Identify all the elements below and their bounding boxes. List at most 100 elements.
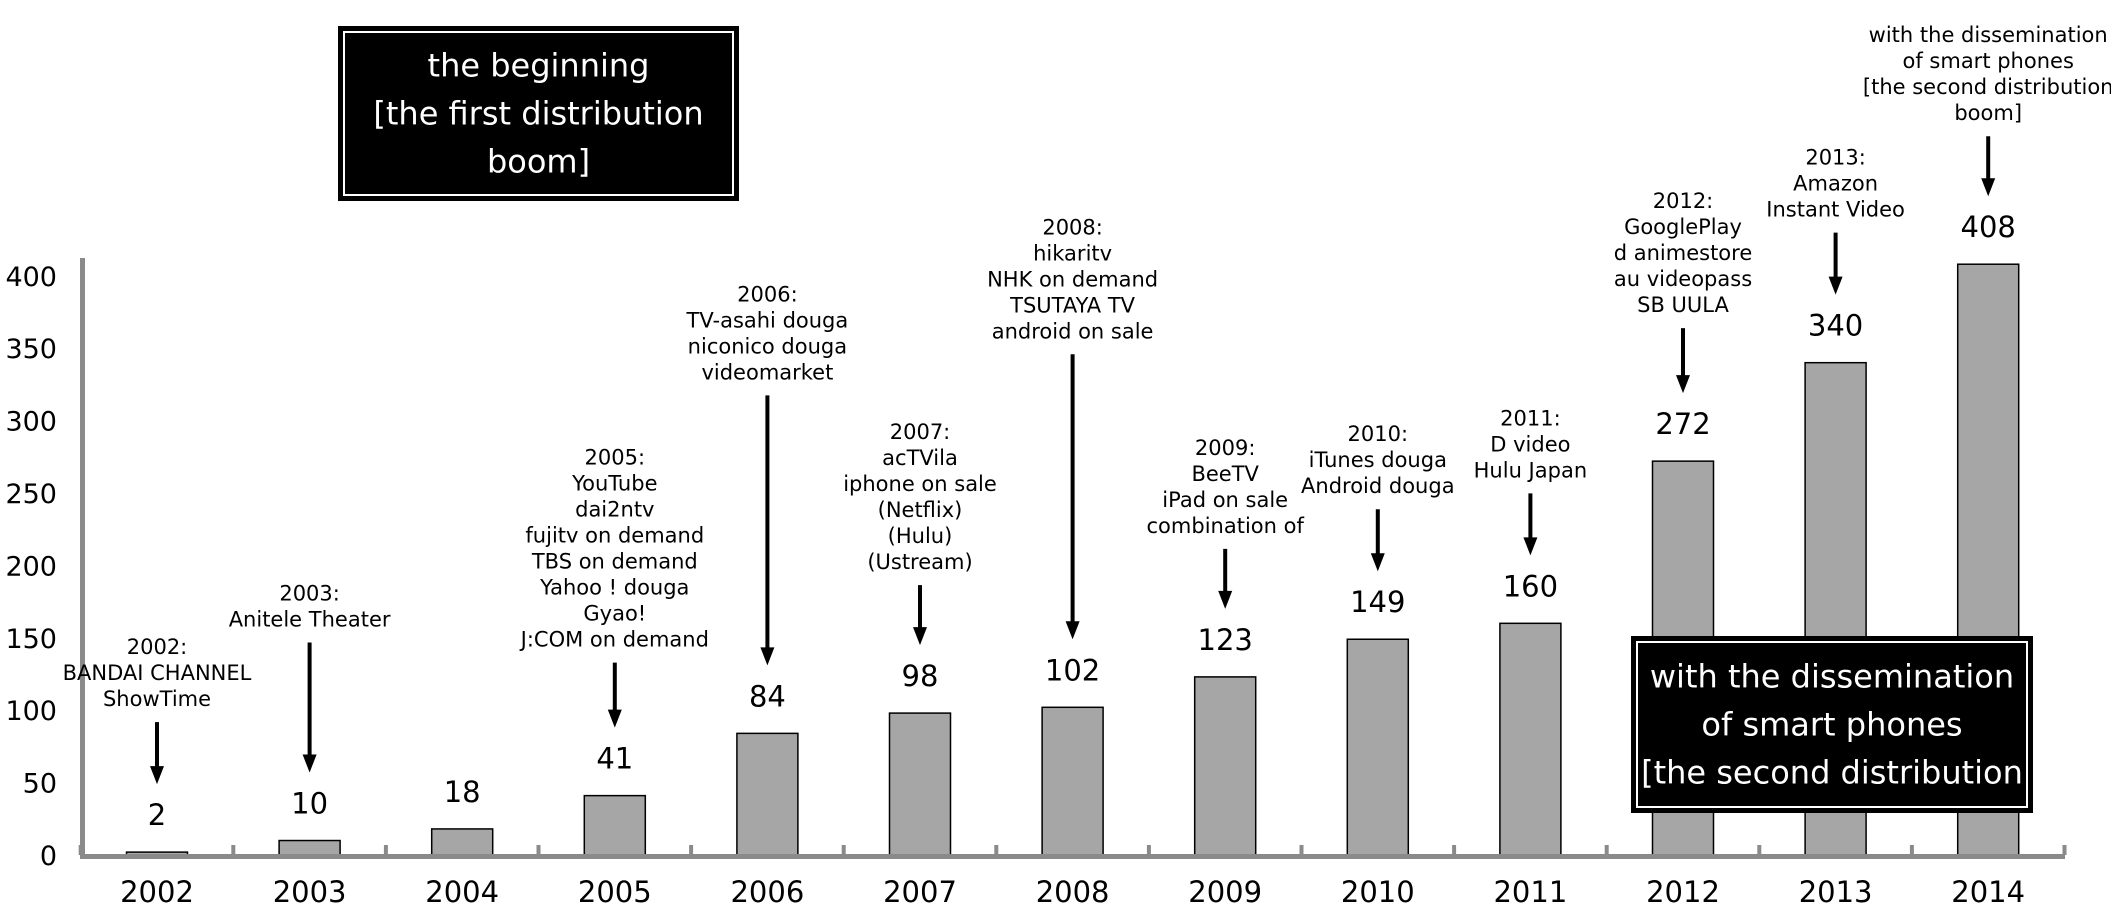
x-tick-label: 2011: [1493, 875, 1567, 909]
data-label: 10: [291, 787, 328, 821]
annotation-text: iphone on sale: [843, 472, 997, 496]
axes-group: [78, 258, 2067, 859]
annotation-text: 2008:: [1042, 215, 1103, 239]
annotation-text: 2010:: [1348, 422, 1409, 446]
bar-2007: [888, 712, 952, 856]
x-tick-mark: [1299, 845, 1304, 855]
data-label: 2: [148, 798, 166, 832]
annotation-text: of smart phones: [1903, 49, 2074, 73]
annotation-text: iTunes douga: [1309, 448, 1447, 472]
annotation-text: 2002:: [127, 635, 188, 659]
x-tick-mark: [1452, 845, 1457, 855]
annotation-text: (Hulu): [888, 524, 953, 548]
bar-2008: [1041, 706, 1104, 856]
bar-2004: [430, 828, 494, 856]
annotation-arrowhead: [760, 647, 775, 666]
bar-2009: [1193, 676, 1257, 856]
annotation-text: au videopass: [1614, 267, 1752, 291]
annotation-text: 2009:: [1195, 436, 1256, 460]
callout-box: [338, 26, 739, 201]
annotation-text: Amazon: [1793, 172, 1878, 196]
x-tick-label: 2003: [273, 875, 347, 909]
annotation-text: BANDAI CHANNEL: [63, 661, 252, 685]
callout-text: [the first distribution: [373, 95, 703, 133]
data-label: 102: [1045, 653, 1100, 687]
callout-text: with the dissemination: [1650, 658, 2014, 696]
x-tick-mark: [1146, 845, 1151, 855]
x-tick-mark: [2062, 845, 2067, 855]
bar-2003: [278, 839, 341, 856]
y-tick-label: 400: [5, 262, 57, 293]
annotation-text: 2011:: [1500, 406, 1561, 430]
annotation-arrowhead: [1981, 178, 1996, 197]
annotation-text: iPad on sale: [1162, 488, 1288, 512]
x-tick-label: 2009: [1188, 875, 1262, 909]
callout-box-border: [343, 31, 734, 196]
x-tick-mark: [231, 845, 236, 855]
annotation-text: d animestore: [1614, 241, 1753, 265]
annotation-text: 2013:: [1805, 146, 1866, 170]
data-label: 18: [444, 775, 481, 809]
annotation-text: TV-asahi douga: [686, 308, 849, 332]
x-tick-mark: [78, 845, 83, 855]
annotation-text: 2006:: [737, 282, 798, 306]
annotation-text: NHK on demand: [987, 267, 1158, 291]
data-label: 408: [1961, 210, 2016, 244]
annotation-arrowhead: [913, 627, 927, 646]
callout-text: of smart phones: [1701, 706, 1962, 744]
x-tick-label: 2007: [883, 875, 957, 909]
y-tick-label: 150: [5, 624, 57, 655]
annotation-text: Gyao!: [583, 602, 646, 626]
y-tick-label: 50: [23, 769, 57, 800]
annotation-text: hikaritv: [1033, 241, 1112, 265]
annotation-text: TSUTAYA TV: [1009, 293, 1136, 317]
annotation-arrowhead: [1370, 553, 1385, 572]
bar-2006: [736, 732, 799, 856]
callout-box-border: [1636, 641, 2028, 808]
annotation-arrowhead: [150, 766, 164, 785]
annotation-text: (Netflix): [878, 498, 963, 522]
x-tick-label: 2002: [120, 875, 194, 909]
x-tick-label: 2012: [1646, 875, 1720, 909]
bar-2010: [1346, 638, 1410, 856]
annotation-text: D video: [1490, 432, 1570, 456]
callout-text: [the second distribution: [1641, 754, 2023, 792]
annotation-text: dai2ntv: [575, 498, 654, 522]
x-tick-label: 2004: [425, 875, 499, 909]
y-tick-label: 350: [5, 334, 57, 365]
data-label: 98: [902, 659, 939, 693]
callout-text: boom]: [487, 143, 590, 181]
annotation-text: J:COM on demand: [519, 628, 709, 652]
y-tick-label: 0: [40, 841, 57, 872]
x-tick-label: 2014: [1951, 875, 2025, 909]
y-tick-label: 300: [5, 407, 57, 438]
bar-2011: [1499, 622, 1562, 856]
annotation-text: boom]: [1954, 101, 2022, 125]
boxes-group: the beginning [the first distribution boom…: [338, 26, 2033, 813]
annotation-text: Hulu Japan: [1474, 458, 1588, 482]
data-label: 41: [596, 742, 633, 776]
annotation-text: Yahoo ! douga: [539, 576, 689, 600]
annotation-arrowhead: [1828, 276, 1843, 295]
y-tick-label: 100: [5, 696, 57, 727]
data-label: 123: [1198, 623, 1253, 657]
x-tick-label: 2005: [578, 875, 652, 909]
x-tick-mark: [994, 845, 999, 855]
x-axis-line: [80, 854, 2065, 859]
y-tick-label: 250: [5, 479, 57, 510]
annotation-arrowhead: [1523, 537, 1538, 556]
x-tick-mark: [841, 845, 846, 855]
x-tick-label: 2006: [730, 875, 804, 909]
annotation-arrowhead: [1065, 621, 1080, 640]
x-tick-mark: [689, 845, 694, 855]
x-tick-mark: [1604, 845, 1609, 855]
annotation-arrowhead: [1676, 375, 1690, 394]
bar-2005: [583, 794, 647, 856]
annotation-text: Instant Video: [1766, 198, 1905, 222]
annotation-text: 2012:: [1653, 189, 1714, 213]
annotation-text: BeeTV: [1191, 462, 1259, 486]
data-label: 149: [1350, 585, 1405, 619]
x-tick-label: 2008: [1036, 875, 1110, 909]
annotation-text: (Ustream): [867, 550, 972, 574]
